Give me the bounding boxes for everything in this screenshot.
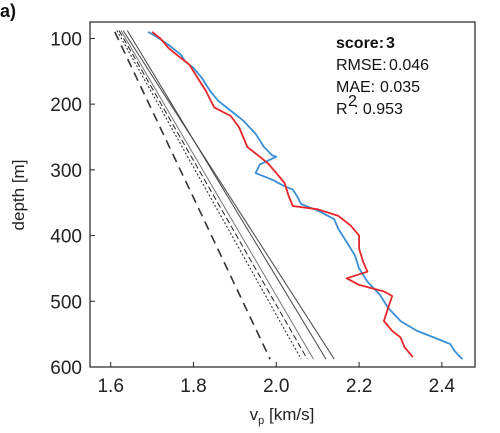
series-line-3 [114,31,271,360]
r2-label: R [336,101,348,118]
y-tick-label-2: 200 [50,95,82,116]
series-line-6 [116,30,302,360]
y-tick-label-1: 100 [50,29,82,50]
x-tick-label-5: 2.4 [429,376,456,397]
tick-layer: 1.6 1.8 2.0 2.2 2.4 100 200 300 400 500 600 [50,29,455,397]
y-tick-label-5: 500 [50,292,82,313]
mae-label: MAE: [336,79,375,96]
mae-value: 0.035 [380,79,420,96]
panel-label: a) [0,1,16,21]
rmse-label: RMSE: [336,57,387,74]
x-axis-label-sub: p [258,415,264,427]
plot-frame [89,21,476,368]
rmse-value: 0.046 [389,57,429,74]
y-tick-label-4: 400 [50,227,82,248]
series-line-5 [120,30,314,360]
y-tick-label-3: 300 [50,161,82,182]
series-line-1 [147,31,464,360]
x-axis-label: vp [km/s] [250,405,315,427]
x-tick-label-4: 2.2 [346,376,372,397]
stats-box: score: 3 RMSE: 0.046 MAE: 0.035 R 2 : 0.… [336,35,429,118]
x-tick-label-1: 1.6 [97,376,123,397]
r2-value: : 0.953 [354,101,403,118]
x-axis-label-main: v [250,405,259,424]
x-tick-label-2: 1.8 [180,376,206,397]
series-line-7 [118,30,308,360]
series-line-2 [151,31,414,358]
series-layer [114,30,464,360]
score-label: score: [336,35,384,52]
y-tick-label-6: 600 [50,358,82,379]
r2-superscript: 2 [348,93,357,110]
x-axis-label-unit: [km/s] [264,405,314,424]
score-value: 3 [386,35,395,52]
x-tick-label-3: 2.0 [263,376,289,397]
y-axis-label: depth [m] [9,160,28,231]
series-line-8 [126,30,327,360]
series-line-4 [122,30,335,360]
